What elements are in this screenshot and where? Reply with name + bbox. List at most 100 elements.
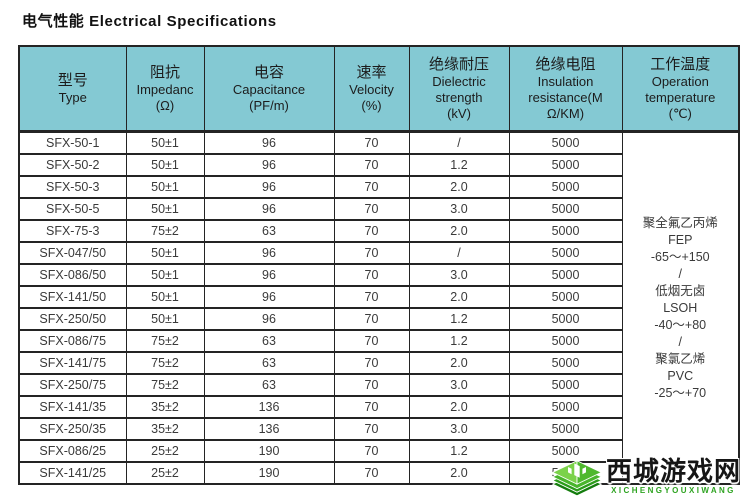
- page-title: 电气性能 Electrical Specifications: [22, 13, 277, 30]
- table-cell: 50±1: [125, 153, 205, 177]
- table-cell: 5000: [508, 263, 623, 287]
- column-header-2: 电容 Capacitance (PF/m): [203, 45, 335, 133]
- table-cell: SFX-086/75: [18, 329, 127, 353]
- table-cell: 5000: [508, 241, 623, 265]
- electrical-specifications-table: 型号 Type 阻抗 Impedanc (Ω) 电容 Capacitance (PF/m) 速率…: [18, 45, 740, 485]
- table-cell: 70: [333, 417, 410, 441]
- table-cell: 50±1: [125, 307, 205, 331]
- table-cell: 3.0: [408, 197, 510, 221]
- table-cell: 96: [203, 131, 335, 155]
- table-cell: 70: [333, 395, 410, 419]
- table-cell: 35±2: [125, 395, 205, 419]
- table-cell: 50±1: [125, 263, 205, 287]
- table-cell: 5000: [508, 329, 623, 353]
- table-cell: 70: [333, 219, 410, 243]
- table-cell: 1.2: [408, 307, 510, 331]
- table-cell: 5000: [508, 175, 623, 199]
- table-cell: 70: [333, 439, 410, 463]
- table-cell: 50±1: [125, 131, 205, 155]
- table-cell: 5000: [508, 351, 623, 375]
- table-cell: SFX-141/25: [18, 461, 127, 485]
- table-cell: SFX-086/50: [18, 263, 127, 287]
- watermark-site-roman: XICHENGYOUXIWANG: [611, 485, 736, 495]
- table-row: SFX-75-3 75±2 63 70 2.0 5000: [18, 219, 739, 243]
- column-header-3: 速率 Velocity (%): [333, 45, 410, 133]
- table-cell: 70: [333, 175, 410, 199]
- table-cell: 96: [203, 197, 335, 221]
- table-cell: 2.0: [408, 395, 510, 419]
- table-cell: 63: [203, 373, 335, 397]
- table-cell: SFX-75-3: [18, 219, 127, 243]
- watermark-site-name: 西城游戏网: [605, 455, 741, 486]
- table-cell: SFX-50-1: [18, 131, 127, 155]
- table-row: SFX-50-1 50±1 96 70/5000 聚全氟乙丙烯 FEP -65～+150/低…: [18, 131, 740, 485]
- table-cell: 5000: [508, 373, 623, 397]
- table-cell: 70: [333, 373, 410, 397]
- table-cell: 2.0: [408, 175, 510, 199]
- table-cell: SFX-141/50: [18, 285, 127, 309]
- column-header-5: 绝缘电阻 Insulation resistance(M Ω/KM): [508, 45, 623, 133]
- table-cell: 190: [203, 439, 335, 463]
- column-header-4: 绝缘耐压 Dielectric strength (kV): [408, 45, 510, 133]
- table-cell: 63: [203, 329, 335, 353]
- table-cell: 5000: [508, 131, 623, 155]
- site-logo-icon: [551, 459, 603, 497]
- table-cell: SFX-50-5: [18, 197, 127, 221]
- table-cell: 70: [333, 329, 410, 353]
- table-row: SFX-086/50 50±1 96 70 3.0 5000: [18, 263, 739, 287]
- table-cell: 25±2: [125, 461, 205, 485]
- table-cell: 5000: [508, 417, 623, 441]
- table-row: SFX-250/50 50±1 96 70 1.2 5000: [18, 307, 739, 331]
- table-cell: 1.2: [408, 329, 510, 353]
- table-cell: 96: [203, 263, 335, 287]
- table-cell: /: [408, 131, 510, 155]
- table-cell: SFX-047/50: [18, 241, 127, 265]
- table-cell: SFX-141/35: [18, 395, 127, 419]
- table-cell: SFX-250/50: [18, 307, 127, 331]
- column-header-0: 型号 Type: [18, 45, 127, 133]
- table-cell: 75±2: [125, 373, 205, 397]
- table-cell: 2.0: [408, 461, 510, 485]
- table-row: SFX-250/35 35±2 136 70 3.0 5000: [18, 417, 739, 441]
- table-cell: 70: [333, 241, 410, 265]
- table-cell: SFX-250/35: [18, 417, 127, 441]
- table-cell: 5000: [508, 219, 623, 243]
- table-cell: 75±2: [125, 329, 205, 353]
- table-cell: SFX-50-2: [18, 153, 127, 177]
- table-cell: 70: [333, 153, 410, 177]
- header-row: 型号 Type 阻抗 Impedanc (Ω) 电容 Capacitance (PF/m) 速率…: [18, 45, 740, 133]
- table-row: SFX-141/75 75±2 63 70 2.0 5000: [18, 351, 739, 375]
- table-cell: 2.0: [408, 351, 510, 375]
- table-row: SFX-50-5 50±1 96 70 3.0 5000: [18, 197, 739, 221]
- table-cell: 70: [333, 461, 410, 485]
- table-cell: SFX-141/75: [18, 351, 127, 375]
- table-cell: 70: [333, 131, 410, 155]
- table-cell: 75±2: [125, 219, 205, 243]
- table-cell: 96: [203, 153, 335, 177]
- table-cell: 75±2: [125, 351, 205, 375]
- table-cell: 3.0: [408, 417, 510, 441]
- table-cell: 50±1: [125, 241, 205, 265]
- table-cell: 1.2: [408, 439, 510, 463]
- table-cell: 63: [203, 351, 335, 375]
- table-row: SFX-086/75 75±2 63 70 1.2 5000: [18, 329, 739, 353]
- table-cell: 136: [203, 395, 335, 419]
- table-cell: 5000: [508, 395, 623, 419]
- table-cell: 50±1: [125, 285, 205, 309]
- table-cell: 96: [203, 307, 335, 331]
- table-cell: 2.0: [408, 219, 510, 243]
- table-cell: 5000: [508, 153, 623, 177]
- table-cell: 70: [333, 197, 410, 221]
- table-cell: 50±1: [125, 197, 205, 221]
- table-cell: 3.0: [408, 373, 510, 397]
- watermark: 西城游戏网 XICHENGYOUXIWANG: [550, 454, 741, 498]
- table-cell: SFX-086/25: [18, 439, 127, 463]
- table-cell: 2.0: [408, 285, 510, 309]
- table-cell: 96: [203, 241, 335, 265]
- table-cell: 70: [333, 351, 410, 375]
- table-cell: 35±2: [125, 417, 205, 441]
- table-body: SFX-50-1 50±1 96 70/5000 聚全氟乙丙烯 FEP -65～+150/低…: [18, 131, 740, 485]
- table-cell: 5000: [508, 439, 623, 463]
- table-cell: 5000: [508, 307, 623, 331]
